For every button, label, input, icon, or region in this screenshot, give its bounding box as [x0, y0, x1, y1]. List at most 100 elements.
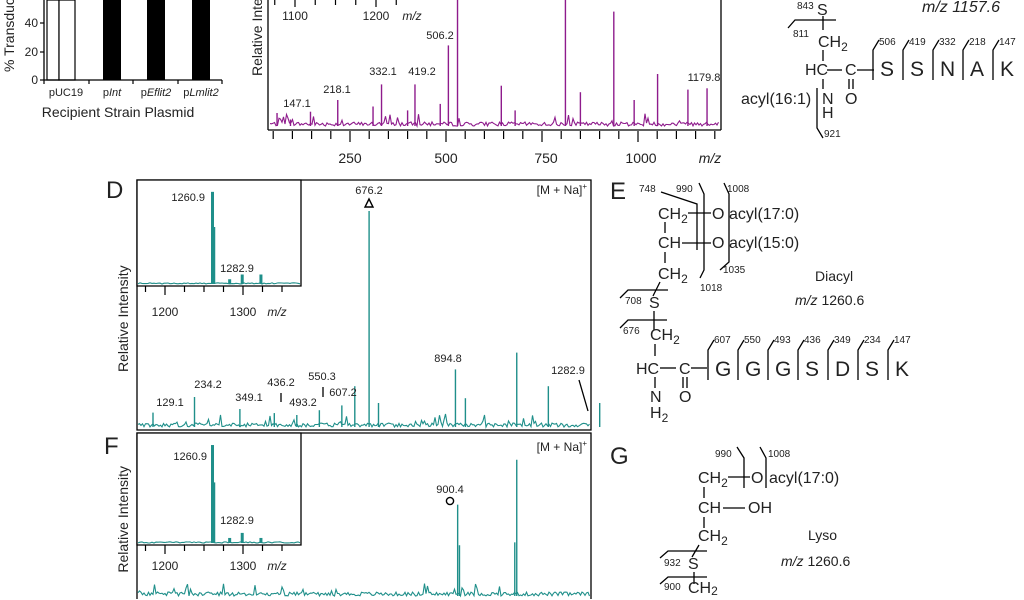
d-ion-annotation: [M + Na]+ [537, 182, 588, 197]
d-peak-label: 550.3 [308, 371, 336, 383]
d-inset-x-label: m/z [267, 305, 286, 319]
frag-label: 1008 [768, 449, 791, 460]
inset-peak [212, 227, 216, 284]
triangle-marker-icon [365, 199, 373, 207]
cleavage-mark [620, 282, 668, 298]
atom-n: N [650, 389, 662, 406]
f-y-label: Relative Intensity [115, 466, 131, 573]
panel-label-e: E [610, 178, 626, 205]
residue-s: S [880, 58, 894, 81]
atom-h: H [822, 105, 834, 122]
cleavage-marks [661, 183, 729, 278]
a-y-tick: 40 [25, 16, 39, 30]
cleavage-mark [620, 311, 667, 330]
atom-h2: H2 [650, 405, 669, 425]
a-y-tick: 0 [31, 73, 38, 87]
c-peak-label: 147.1 [283, 98, 311, 110]
c-peak-label: 1179.8 [688, 72, 721, 84]
atom-n: N [822, 91, 834, 108]
atom-o: O [845, 91, 857, 108]
inset-trace [138, 542, 300, 543]
atom-c: C [679, 361, 691, 378]
d-marker-label: 676.2 [355, 185, 383, 197]
panel-d-spectrum: D Relative Intensity 1260.9 1282.9 1200 … [106, 177, 600, 430]
residue-s: S [865, 358, 879, 381]
atom-hc: HC [636, 361, 659, 378]
c-peak-label: 332.1 [369, 66, 397, 78]
residue-s: S [805, 358, 819, 381]
spectrum-trace [138, 584, 590, 596]
residue-k: K [895, 358, 909, 381]
d-peak-label: 493.2 [289, 397, 317, 409]
f-inset-frame [137, 433, 301, 545]
circle-marker-icon [445, 496, 455, 506]
bar-pEflit2 [147, 0, 165, 80]
frag-label: 990 [676, 184, 693, 195]
d-peak-label: 129.1 [156, 397, 184, 409]
residue-g: G [745, 358, 761, 381]
d-inset-frame [137, 180, 301, 286]
atom-ch: CH [658, 235, 681, 252]
d-peak-label: 607.2 [329, 387, 357, 399]
c-x-tick-label: 750 [534, 150, 558, 166]
cleavage-mark [660, 545, 707, 558]
d-inset-tick-label: 1200 [152, 305, 179, 319]
atom-ch2: CH2 [818, 34, 848, 54]
d-peak-pointer [579, 380, 588, 411]
inset-peak [259, 537, 263, 543]
cleavage-mark [963, 40, 969, 80]
c-inset-tick-label: 1200 [363, 9, 390, 23]
panel-g-structure: G 990 1008 CH2 O acyl(17:0) CH OH CH2 93… [610, 443, 850, 598]
frag-label: 708 [625, 296, 642, 307]
a-x-label: Recipient Strain Plasmid [42, 104, 195, 120]
d-inset-label: 1260.9 [171, 192, 205, 204]
g-structure-mz: m/z 1260.6 [781, 553, 850, 569]
inset-peak [240, 274, 244, 284]
frag-label: 234 [864, 335, 881, 346]
frag-label: 900 [664, 582, 681, 593]
frag-label: 349 [834, 335, 851, 346]
panel-c-spectrum: Relative Intensity 1100 1200 m/z 147.1 2… [249, 0, 721, 166]
frag-label: 990 [715, 449, 732, 460]
cleavage-mark [858, 340, 864, 380]
atom-ch2: CH2 [658, 206, 688, 226]
residue-n: N [940, 58, 955, 81]
double-bond [683, 377, 687, 388]
acyl-label: acyl(17:0) [769, 470, 839, 487]
cleavage-mark [873, 40, 879, 80]
cleavage-mark [817, 88, 823, 138]
bar-pLmlit2 [192, 0, 210, 80]
cleavage-mark [768, 340, 774, 380]
panel-label-f: F [104, 433, 119, 460]
cleavage-mark [828, 340, 834, 380]
atom-ch: CH [698, 500, 721, 517]
panel-f-spectrum: F Relative Intensity 1260.9 1282.9 1200 … [104, 433, 591, 599]
inset-trace [138, 283, 300, 284]
f-inset-label: 1260.9 [173, 451, 207, 463]
panel-e-structure: E 748 990 1008 CH2 O acyl(17:0) CH O acy… [610, 178, 911, 425]
d-peak-label: 436.2 [267, 377, 295, 389]
cleavage-mark [933, 40, 939, 80]
inset-peak [240, 532, 244, 543]
frag-label: 436 [804, 335, 821, 346]
panel-label-d: D [106, 177, 123, 204]
frag-label: 1018 [700, 283, 723, 294]
spectrum-trace [270, 114, 719, 126]
inset-peak [212, 482, 216, 543]
c-peak-label: 506.2 [426, 30, 454, 42]
frag-label: 506 [879, 37, 896, 48]
inset-peak [228, 279, 232, 284]
cleavage-mark [903, 40, 909, 80]
acyl-label: acyl(16:1) [741, 91, 811, 108]
cleavage-marks [737, 447, 766, 488]
c-x-label: m/z [699, 150, 722, 166]
e-structure-mz: m/z 1260.6 [795, 292, 864, 308]
frag-label: 607 [714, 335, 731, 346]
frag-label: 932 [664, 558, 681, 569]
atom-c: C [845, 62, 857, 79]
cleavage-mark [993, 40, 999, 80]
residue-g: G [775, 358, 791, 381]
atom-ch2: CH2 [688, 580, 718, 598]
frag-label: 332 [939, 37, 956, 48]
